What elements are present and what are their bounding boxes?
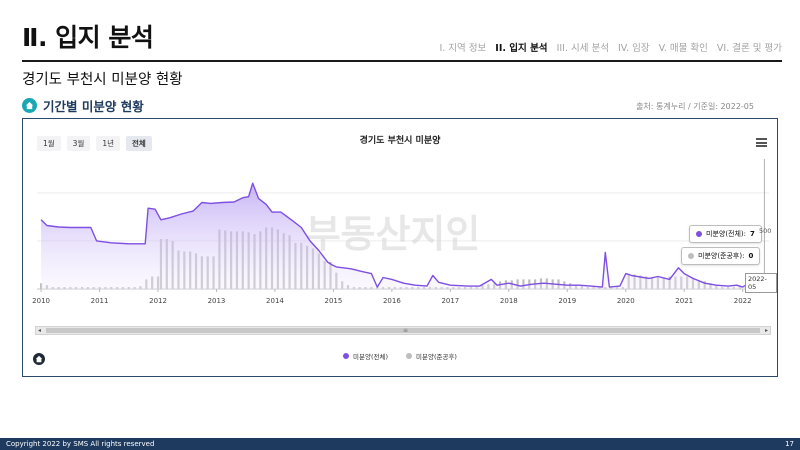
tooltip-completed-label: 미분양(준공후):	[698, 252, 745, 260]
watermark-text: 부동산지인	[306, 212, 481, 256]
slide-title: Ⅱ. 입지 분석	[22, 23, 154, 52]
tooltip-total-value: 7	[750, 230, 755, 238]
range-button-1y[interactable]: 1년	[96, 136, 121, 151]
x-tick-label-2019: 2019	[558, 297, 576, 305]
nav-item-region-info[interactable]: I. 지역 정보	[439, 43, 487, 54]
x-tick-label-2022: 2022	[734, 297, 752, 305]
x-tick-label-2018: 2018	[500, 297, 518, 305]
legend-item-completed[interactable]: 미분양(준공후)	[406, 351, 457, 361]
copyright-text: Copyright 2022 by SMS All rights reserve…	[6, 440, 155, 448]
data-source: 출처: 통계누리 / 기준일: 2022-05	[636, 102, 754, 111]
scrollbar-grip-icon[interactable]: ≡	[403, 327, 409, 334]
tooltip-total: 미분양(전체): 7	[689, 225, 762, 243]
legend-item-total[interactable]: 미분양(전체)	[343, 351, 388, 361]
nav-item-conclusion[interactable]: VI. 결론 및 평가	[716, 43, 782, 54]
x-tick-label-2014: 2014	[266, 297, 284, 305]
nav-item-location-analysis[interactable]: II. 입지 분석	[495, 43, 548, 54]
section-nav: I. 지역 정보 II. 입지 분석 III. 시세 분석 IV. 임장 V. …	[439, 40, 782, 54]
nav-item-price-analysis[interactable]: III. 시세 분석	[556, 43, 609, 54]
x-tick-label-2020: 2020	[617, 297, 635, 305]
chart-card: 1월 3월 1년 전체 경기도 부천시 미분양 부동산지인 2010 2011 20…	[22, 118, 778, 377]
tooltip-total-dot	[696, 231, 702, 237]
line-total	[40, 182, 765, 289]
range-button-3m[interactable]: 3월	[66, 136, 91, 151]
range-selector: 1월 3월 1년 전체	[37, 136, 152, 151]
brand-logo-icon	[33, 353, 45, 365]
tooltip-completed-dot	[688, 253, 694, 259]
x-tick-label-2011: 2011	[91, 297, 109, 305]
page-number: 17	[785, 440, 794, 448]
tooltip-completed: 미분양(준공후): 0	[681, 247, 761, 265]
section-heading: 기간별 미분양 현황	[22, 96, 144, 115]
legend-label-completed: 미분양(준공후)	[416, 353, 457, 361]
tooltip-total-label: 미분양(전체):	[706, 230, 747, 238]
bar-completed-82	[516, 279, 519, 289]
x-tick-label-2015: 2015	[325, 297, 343, 305]
hamburger-menu-icon[interactable]	[756, 138, 767, 147]
page-subtitle: 경기도 부천시 미분양 현황	[22, 72, 183, 88]
bar-completed-83	[522, 279, 525, 289]
chart-title: 경기도 부천시 미분양	[359, 136, 441, 146]
title-divider	[22, 60, 782, 62]
nav-item-listing-check[interactable]: V. 매물 확인	[658, 43, 708, 54]
tooltip-completed-value: 0	[748, 252, 754, 260]
x-tick-label-2013: 2013	[208, 297, 226, 305]
scroll-left-arrow-icon[interactable]: ◂	[38, 327, 42, 334]
scrollbar-thumb[interactable]	[46, 328, 760, 333]
legend-label-total: 미분양(전체)	[353, 353, 389, 361]
x-tick-label-2010: 2010	[32, 297, 50, 305]
legend-dot-total	[343, 353, 350, 359]
x-tick-label-2021: 2021	[675, 297, 693, 305]
nav-item-site-visit[interactable]: IV. 임장	[618, 43, 650, 54]
home-icon	[22, 98, 37, 113]
section-title: 기간별 미분양 현황	[43, 99, 144, 114]
chart-plot: 부동산지인 2010 2011 2012 2013 2014 2015 2016 2017 20…	[32, 159, 769, 305]
chart-scrollbar[interactable]: ◂ ≡ ▸	[35, 326, 771, 335]
x-tick-label-2017: 2017	[441, 297, 459, 305]
footer-bar: Copyright 2022 by SMS All rights reserve…	[0, 438, 800, 450]
range-button-1m[interactable]: 1월	[37, 136, 61, 151]
x-tick-label-2012: 2012	[149, 297, 167, 305]
tooltip-date: 2022-05	[745, 273, 777, 293]
scroll-right-arrow-icon[interactable]: ▸	[764, 327, 768, 334]
chart-legend: 미분양(전체) 미분양(준공후)	[23, 351, 777, 361]
x-tick-label-2016: 2016	[383, 297, 401, 305]
bar-completed-0	[39, 283, 43, 289]
tooltip-axis-label: 500	[759, 227, 772, 235]
legend-dot-completed	[406, 353, 413, 359]
area-fill-total	[41, 183, 765, 289]
range-button-all[interactable]: 전체	[126, 136, 152, 151]
